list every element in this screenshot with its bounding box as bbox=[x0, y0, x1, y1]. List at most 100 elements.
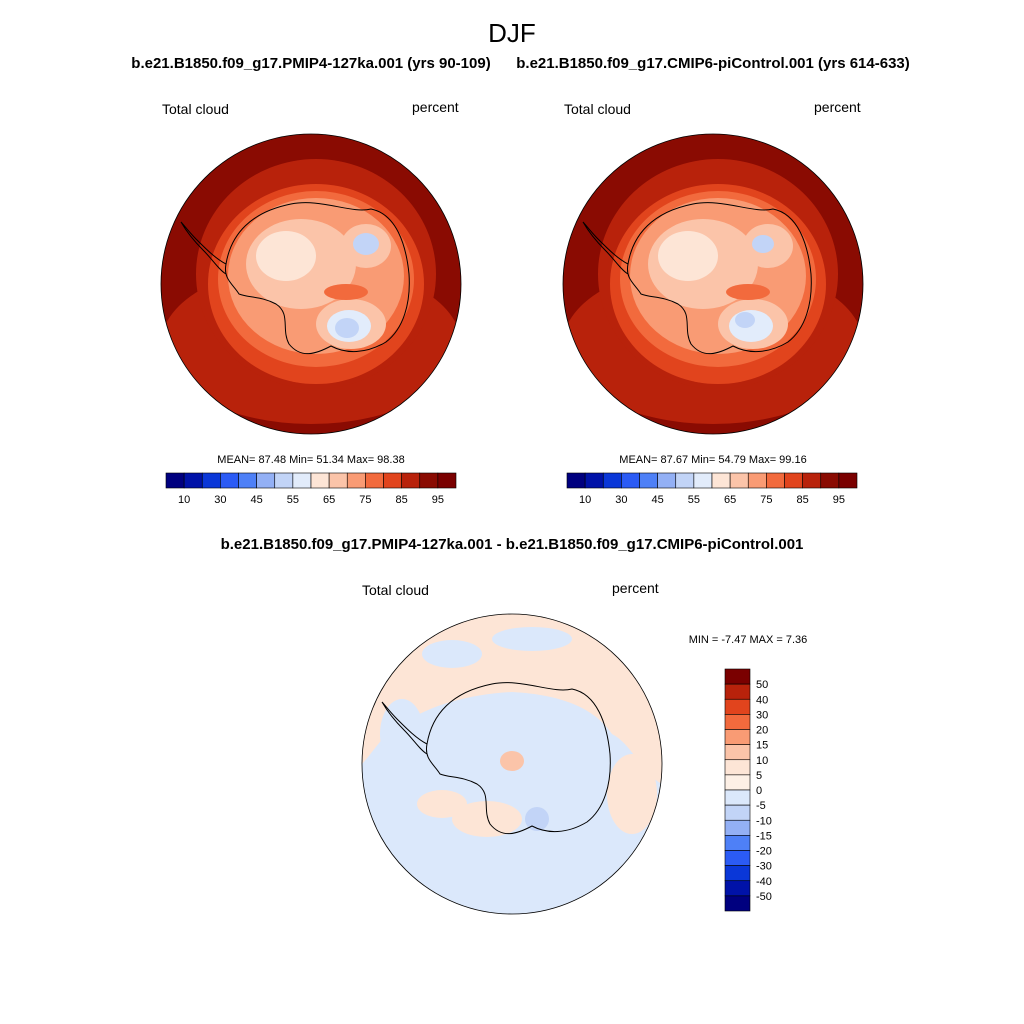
left-colorbar-box bbox=[310, 472, 330, 489]
right-colorbar-box bbox=[784, 472, 803, 489]
right-colorbar-tick-label: 30 bbox=[615, 494, 627, 506]
diff-colorbar-tick-label: 10 bbox=[756, 755, 768, 767]
right-colorbar-box bbox=[566, 472, 586, 489]
diff-colorbar-box bbox=[724, 744, 751, 761]
diff-colorbar-box bbox=[724, 729, 751, 745]
right-variable-label: Total cloud bbox=[564, 101, 631, 117]
left-colorbar-box bbox=[238, 472, 257, 489]
panel-left: b.e21.B1850.f09_g17.PMIP4-127ka.001 (yrs… bbox=[131, 55, 490, 506]
diff-colorbar-tick-label: -40 bbox=[756, 876, 772, 888]
diff-colorbar-tick-label: 5 bbox=[756, 770, 762, 782]
panel-diff: b.e21.B1850.f09_g17.PMIP4-127ka.001 - b.… bbox=[221, 536, 808, 915]
right-colorbar-tick-label: 45 bbox=[652, 494, 664, 506]
left-colorbar-tick-label: 45 bbox=[251, 494, 263, 506]
left-colorbar-box bbox=[328, 472, 348, 489]
left-colorbar-tick-label: 95 bbox=[432, 494, 444, 506]
left-stats: MEAN= 87.48 Min= 51.34 Max= 98.38 bbox=[217, 454, 404, 466]
left-colorbar-box bbox=[256, 472, 276, 489]
right-colorbar-box bbox=[802, 472, 822, 489]
right-colorbar: 10 30 45 55 65 75 85 95 bbox=[566, 472, 858, 506]
right-map bbox=[563, 134, 863, 434]
left-colorbar-box bbox=[419, 472, 439, 489]
left-colorbar-box bbox=[365, 472, 384, 489]
diff-colorbar-box bbox=[724, 759, 751, 776]
left-colorbar: 10 30 45 55 65 75 85 95 bbox=[165, 472, 457, 506]
right-colorbar-box bbox=[675, 472, 695, 489]
right-colorbar-tick-label: 65 bbox=[724, 494, 736, 506]
left-colorbar-box bbox=[383, 472, 402, 489]
diff-map bbox=[362, 614, 662, 914]
diff-colorbar-box bbox=[724, 774, 751, 791]
right-case-title: b.e21.B1850.f09_g17.CMIP6-piControl.001 … bbox=[516, 55, 910, 72]
right-colorbar-box bbox=[602, 472, 622, 489]
diff-colorbar-box bbox=[724, 698, 751, 715]
right-colorbar-tick-label: 10 bbox=[579, 494, 591, 506]
diff-colorbar-tick-label: 15 bbox=[756, 740, 768, 752]
diff-colorbar-tick-label: -15 bbox=[756, 830, 772, 842]
diff-colorbar-tick-label: -30 bbox=[756, 861, 772, 873]
diff-colorbar-tick-label: -5 bbox=[756, 800, 766, 812]
left-colorbar-tick-label: 85 bbox=[396, 494, 408, 506]
right-colorbar-box bbox=[711, 472, 731, 489]
left-colorbar-box bbox=[201, 472, 221, 489]
diff-colorbar-box bbox=[724, 804, 751, 821]
left-colorbar-box bbox=[274, 472, 294, 489]
right-colorbar-tick-label: 75 bbox=[760, 494, 772, 506]
left-colorbar-box bbox=[183, 472, 203, 489]
right-colorbar-tick-label: 55 bbox=[688, 494, 700, 506]
right-colorbar-box bbox=[584, 472, 604, 489]
diff-colorbar-tick-label: 0 bbox=[756, 785, 762, 797]
diff-colorbar-box bbox=[724, 865, 751, 882]
right-colorbar-box bbox=[729, 472, 749, 489]
panel-right: b.e21.B1850.f09_g17.CMIP6-piControl.001 … bbox=[516, 55, 910, 506]
right-colorbar-box bbox=[747, 472, 767, 489]
right-stats: MEAN= 87.67 Min= 54.79 Max= 99.16 bbox=[619, 454, 806, 466]
left-colorbar-box bbox=[437, 472, 457, 489]
diff-colorbar-tick-label: -50 bbox=[756, 891, 772, 903]
left-colorbar-box bbox=[165, 472, 185, 489]
diff-colorbar-box bbox=[724, 668, 751, 685]
right-colorbar-box bbox=[693, 472, 713, 489]
diff-colorbar-box bbox=[724, 850, 751, 866]
season-title: DJF bbox=[488, 18, 536, 48]
diff-units-label: percent bbox=[612, 580, 659, 596]
diff-colorbar-box bbox=[724, 683, 751, 700]
right-colorbar-box bbox=[639, 472, 658, 489]
left-colorbar-tick-label: 30 bbox=[214, 494, 226, 506]
diff-colorbar-box bbox=[724, 895, 751, 912]
diff-colorbar-box bbox=[724, 835, 751, 851]
left-colorbar-tick-label: 55 bbox=[287, 494, 299, 506]
right-colorbar-tick-label: 95 bbox=[833, 494, 845, 506]
diff-variable-label: Total cloud bbox=[362, 582, 429, 598]
left-case-title: b.e21.B1850.f09_g17.PMIP4-127ka.001 (yrs… bbox=[131, 55, 490, 72]
diff-colorbar-tick-label: 40 bbox=[756, 694, 768, 706]
diff-colorbar-tick-label: -20 bbox=[756, 846, 772, 858]
left-colorbar-tick-label: 10 bbox=[178, 494, 190, 506]
diff-colorbar-box bbox=[724, 789, 751, 806]
diff-colorbar-tick-label: 30 bbox=[756, 709, 768, 721]
diff-case-title: b.e21.B1850.f09_g17.PMIP4-127ka.001 - b.… bbox=[221, 536, 804, 553]
left-colorbar-tick-label: 65 bbox=[323, 494, 335, 506]
diff-colorbar-tick-label: 50 bbox=[756, 679, 768, 691]
left-units-label: percent bbox=[412, 99, 459, 115]
right-colorbar-box bbox=[838, 472, 858, 489]
right-colorbar-tick-label: 85 bbox=[797, 494, 809, 506]
diff-colorbar-tick-label: -10 bbox=[756, 815, 772, 827]
diff-stats: MIN = -7.47 MAX = 7.36 bbox=[689, 634, 808, 646]
left-colorbar-box bbox=[292, 472, 312, 489]
right-colorbar-box bbox=[621, 472, 640, 489]
diff-colorbar-tick-label: 20 bbox=[756, 725, 768, 737]
left-variable-label: Total cloud bbox=[162, 101, 229, 117]
diff-colorbar-box bbox=[724, 819, 751, 836]
diff-colorbar-box bbox=[724, 714, 751, 730]
right-colorbar-box bbox=[657, 472, 677, 489]
right-colorbar-box bbox=[766, 472, 785, 489]
left-colorbar-box bbox=[220, 472, 239, 489]
diff-colorbar-box bbox=[724, 880, 751, 897]
right-colorbar-box bbox=[820, 472, 840, 489]
left-map bbox=[161, 134, 461, 434]
right-units-label: percent bbox=[814, 99, 861, 115]
left-colorbar-tick-label: 75 bbox=[359, 494, 371, 506]
